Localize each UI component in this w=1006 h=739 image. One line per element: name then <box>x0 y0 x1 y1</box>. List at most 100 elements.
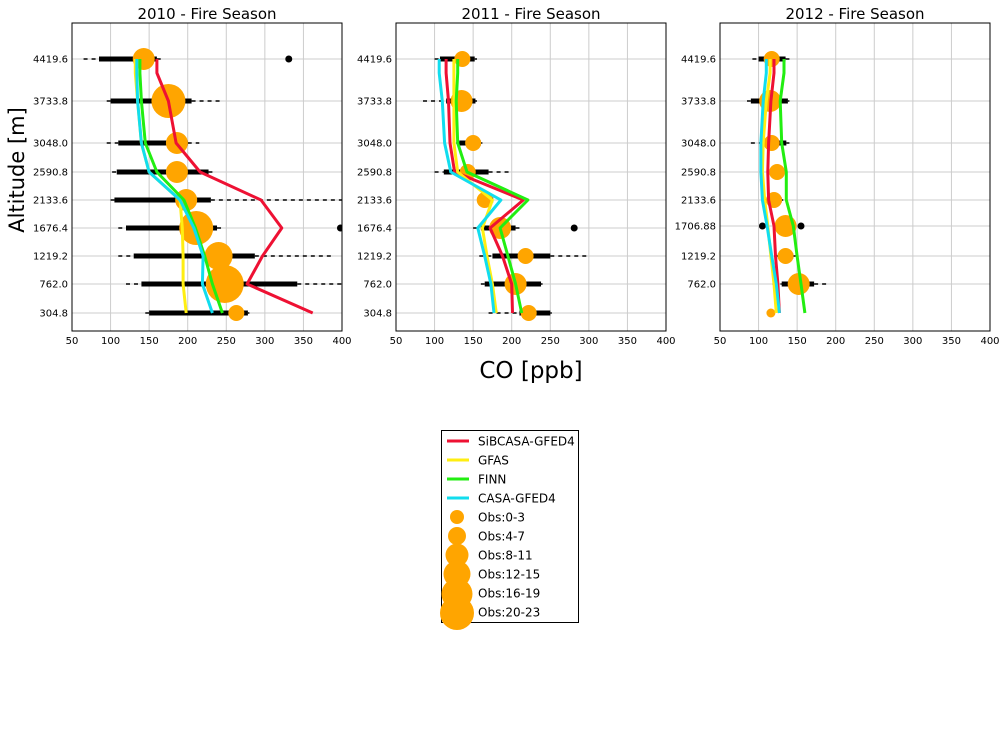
legend-entry: SiBCASA-GFED4 <box>447 435 575 449</box>
y-tick-label: 1219.2 <box>681 252 716 263</box>
y-tick-label: 1676.4 <box>357 224 392 235</box>
outlier-point <box>570 224 578 232</box>
outlier-point <box>758 222 766 230</box>
legend-label: Obs:4-7 <box>478 530 525 544</box>
boxplot-box <box>126 225 218 231</box>
legend-label: Obs:12-15 <box>478 568 540 582</box>
plot-area <box>423 51 588 321</box>
panel-frame <box>395 22 667 332</box>
x-tick-label: 200 <box>502 336 521 347</box>
legend-label: Obs:20-23 <box>478 606 540 620</box>
x-tick-label: 250 <box>541 336 560 347</box>
series-line-casa-gfed4 <box>759 59 781 314</box>
obs-bubble <box>769 164 786 180</box>
legend-label: GFAS <box>478 454 509 468</box>
outlier-point <box>797 222 805 230</box>
obs-bubble <box>228 305 245 321</box>
legend-label: Obs:8-11 <box>478 549 533 563</box>
boxplot <box>145 310 250 316</box>
legend-entry: Obs:20-23 <box>440 596 540 630</box>
legend-label: CASA-GFED4 <box>478 492 556 506</box>
legend-label: FINN <box>478 473 506 487</box>
obs-bubble <box>517 248 534 264</box>
obs-bubble <box>763 135 780 151</box>
panel-2: 2011 - Fire Season 50 100 150 200 250 300 350 40… <box>357 5 676 347</box>
y-tick-label: 762.0 <box>363 280 392 291</box>
y-tick-label: 3048.0 <box>357 139 392 150</box>
y-tick-label: 3733.8 <box>681 97 716 108</box>
series-line-sibcasa-gfed4 <box>444 59 525 314</box>
boxplot <box>110 197 342 203</box>
x-tick-label: 300 <box>903 336 922 347</box>
legend: SiBCASA-GFED4 GFAS FINN CASA-GFED4 Obs:0-3 Ob… <box>440 430 579 630</box>
x-tick-label: 50 <box>390 336 403 347</box>
legend-marker-swatch <box>450 510 464 524</box>
obs-bubble <box>766 308 776 318</box>
boxplot-box <box>114 197 211 203</box>
x-tick-label: 300 <box>255 336 274 347</box>
y-tick-label: 1219.2 <box>357 252 392 263</box>
x-tick-label: 100 <box>101 336 120 347</box>
boxplot-box <box>149 310 248 316</box>
series-line-finn <box>454 59 530 314</box>
x-tick-label: 350 <box>942 336 961 347</box>
boxplot-box <box>116 169 209 175</box>
y-tick-label: 2133.6 <box>681 196 716 207</box>
x-tick-label: 400 <box>332 336 351 347</box>
panel-title: 2011 - Fire Season <box>461 5 600 23</box>
panel-3: 2012 - Fire Season 50 100 150 200 250 300 350 40… <box>675 5 1000 347</box>
legend-entry: FINN <box>447 473 506 487</box>
obs-bubble <box>465 135 482 151</box>
x-tick-label: 200 <box>826 336 845 347</box>
y-tick-label: 1219.2 <box>33 252 68 263</box>
series-line-sibcasa-gfed4 <box>155 59 314 315</box>
plot-area <box>747 51 828 318</box>
panel-title: 2012 - Fire Season <box>785 5 924 23</box>
legend-marker-swatch <box>440 596 474 630</box>
y-tick-label: 2133.6 <box>357 196 392 207</box>
legend-label: SiBCASA-GFED4 <box>478 435 575 449</box>
boxplot <box>118 253 335 259</box>
x-tick-label: 250 <box>865 336 884 347</box>
outlier-point <box>285 55 293 63</box>
legend-entry: Obs:0-3 <box>450 510 525 525</box>
x-tick-label: 250 <box>217 336 236 347</box>
obs-bubble <box>520 305 537 321</box>
y-tick-label: 4419.6 <box>357 55 392 66</box>
y-tick-label: 3048.0 <box>33 139 68 150</box>
plot-area <box>83 48 342 321</box>
x-tick-label: 100 <box>749 336 768 347</box>
boxplot-box <box>118 140 188 146</box>
y-tick-label: 304.8 <box>363 309 392 320</box>
y-tick-label: 3733.8 <box>33 97 68 108</box>
x-tick-label: 350 <box>294 336 313 347</box>
panel-frame <box>719 22 991 332</box>
series-line-casa-gfed4 <box>135 59 214 314</box>
boxplot <box>112 169 213 175</box>
y-tick-label: 3048.0 <box>681 139 716 150</box>
y-tick-label: 2590.8 <box>357 168 392 179</box>
y-tick-label: 762.0 <box>687 280 716 291</box>
series-line-gfas <box>760 59 778 314</box>
legend-marker-swatch <box>448 527 466 545</box>
legend-entry: Obs:4-7 <box>448 527 525 545</box>
boxplot <box>118 224 342 232</box>
y-tick-label: 1676.4 <box>33 224 68 235</box>
boxplot-box <box>99 56 157 62</box>
legend-label: Obs:16-19 <box>478 587 540 601</box>
y-tick-label: 1706.88 <box>675 222 716 233</box>
series-line-sibcasa-gfed4 <box>766 59 781 314</box>
y-tick-label: 762.0 <box>39 280 68 291</box>
x-tick-label: 100 <box>425 336 444 347</box>
legend-marker-swatch <box>445 543 469 567</box>
boxplot <box>106 98 223 104</box>
y-tick-label: 2590.8 <box>33 168 68 179</box>
legend-entry: CASA-GFED4 <box>447 492 556 506</box>
x-tick-label: 50 <box>66 336 79 347</box>
x-tick-label: 200 <box>178 336 197 347</box>
x-tick-label: 150 <box>788 336 807 347</box>
panels-layer: 2010 - Fire Season 50 100 150 200 250 300 350 40… <box>33 5 1000 347</box>
obs-bubble <box>777 248 794 264</box>
legend-entry: Obs:8-11 <box>445 543 533 567</box>
